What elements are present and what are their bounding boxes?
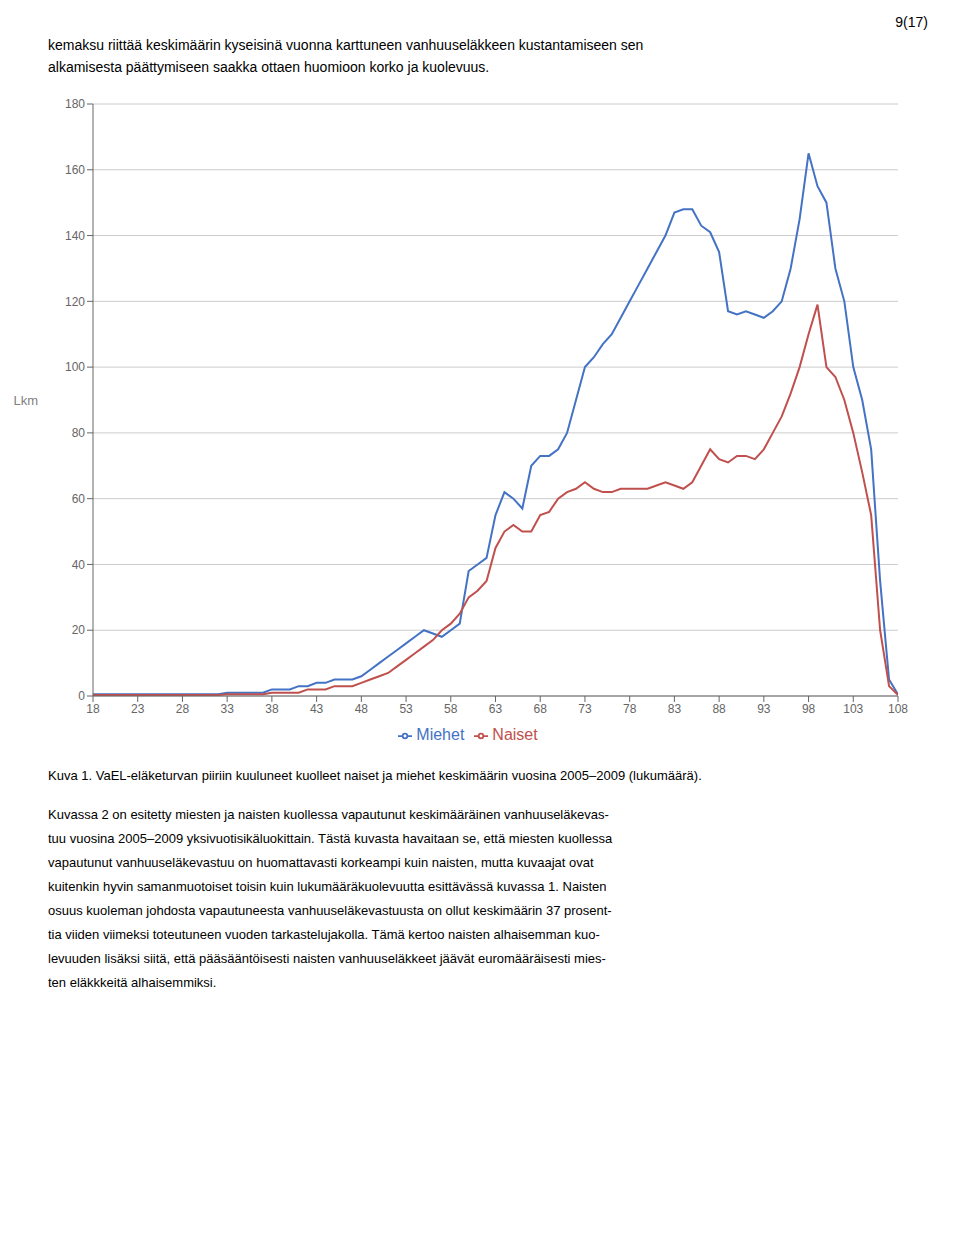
svg-text:58: 58 <box>444 702 458 716</box>
svg-text:78: 78 <box>623 702 637 716</box>
svg-text:98: 98 <box>802 702 816 716</box>
svg-text:40: 40 <box>72 558 86 572</box>
svg-text:180: 180 <box>65 97 85 111</box>
svg-text:33: 33 <box>220 702 234 716</box>
svg-text:28: 28 <box>176 702 190 716</box>
svg-text:43: 43 <box>310 702 324 716</box>
svg-text:83: 83 <box>668 702 682 716</box>
svg-text:48: 48 <box>355 702 369 716</box>
svg-text:38: 38 <box>265 702 279 716</box>
svg-text:20: 20 <box>72 623 86 637</box>
html-text:kuitenkin hyvin samanmuotoiset: kuitenkin hyvin samanmuotoiset toisin ku… <box>48 879 607 894</box>
svg-text:53: 53 <box>399 702 413 716</box>
svg-text:80: 80 <box>72 426 86 440</box>
html-text:Kuvassa 2 on esitetty miesten: Kuvassa 2 on esitetty miesten ja naisten… <box>48 807 609 822</box>
svg-text:103: 103 <box>843 702 863 716</box>
html-text:ten eläkkkeitä alhaisemmiksi.: ten eläkkkeitä alhaisemmiksi. <box>48 975 217 990</box>
svg-text:160: 160 <box>65 163 85 177</box>
svg-text:108: 108 <box>888 702 908 716</box>
svg-text:140: 140 <box>65 229 85 243</box>
html-text:Miehet: Miehet <box>416 726 465 743</box>
svg-text:23: 23 <box>131 702 145 716</box>
html-text:tuu vuosina 2005–2009 yksivuot: tuu vuosina 2005–2009 yksivuotisikäluoki… <box>48 831 613 846</box>
html-text:tia viiden viimeksi toteutunee: tia viiden viimeksi toteutuneen vuoden t… <box>48 927 600 942</box>
html-text:alkamisesta päättymiseen saakk: alkamisesta päättymiseen saakka ottaen h… <box>48 59 490 75</box>
svg-text:63: 63 <box>489 702 503 716</box>
svg-text:68: 68 <box>534 702 548 716</box>
html-text:9(17): 9(17) <box>895 14 928 30</box>
svg-text:18: 18 <box>86 702 100 716</box>
svg-text:120: 120 <box>65 295 85 309</box>
svg-text:100: 100 <box>65 360 85 374</box>
svg-text:60: 60 <box>72 492 86 506</box>
html-text:levuuden lisäksi siitä, että p: levuuden lisäksi siitä, että pääsääntöis… <box>48 951 606 966</box>
svg-text:88: 88 <box>712 702 726 716</box>
svg-text:Lkm: Lkm <box>13 393 38 408</box>
svg-text:93: 93 <box>757 702 771 716</box>
svg-text:73: 73 <box>578 702 592 716</box>
html-text:osuus kuoleman johdosta vapaut: osuus kuoleman johdosta vapautuneesta va… <box>48 903 612 918</box>
html-text:Naiset: Naiset <box>492 726 538 743</box>
html-text:Kuva 1. VaEL-eläketurvan piiri: Kuva 1. VaEL-eläketurvan piiriin kuulune… <box>48 768 702 783</box>
html-text:vapautunut vanhuuseläkevastuu: vapautunut vanhuuseläkevastuu on huomatt… <box>48 855 594 870</box>
svg-text:0: 0 <box>78 689 85 703</box>
html-text:kemaksu riittää keskimäärin ky: kemaksu riittää keskimäärin kyseisinä vu… <box>48 37 644 53</box>
